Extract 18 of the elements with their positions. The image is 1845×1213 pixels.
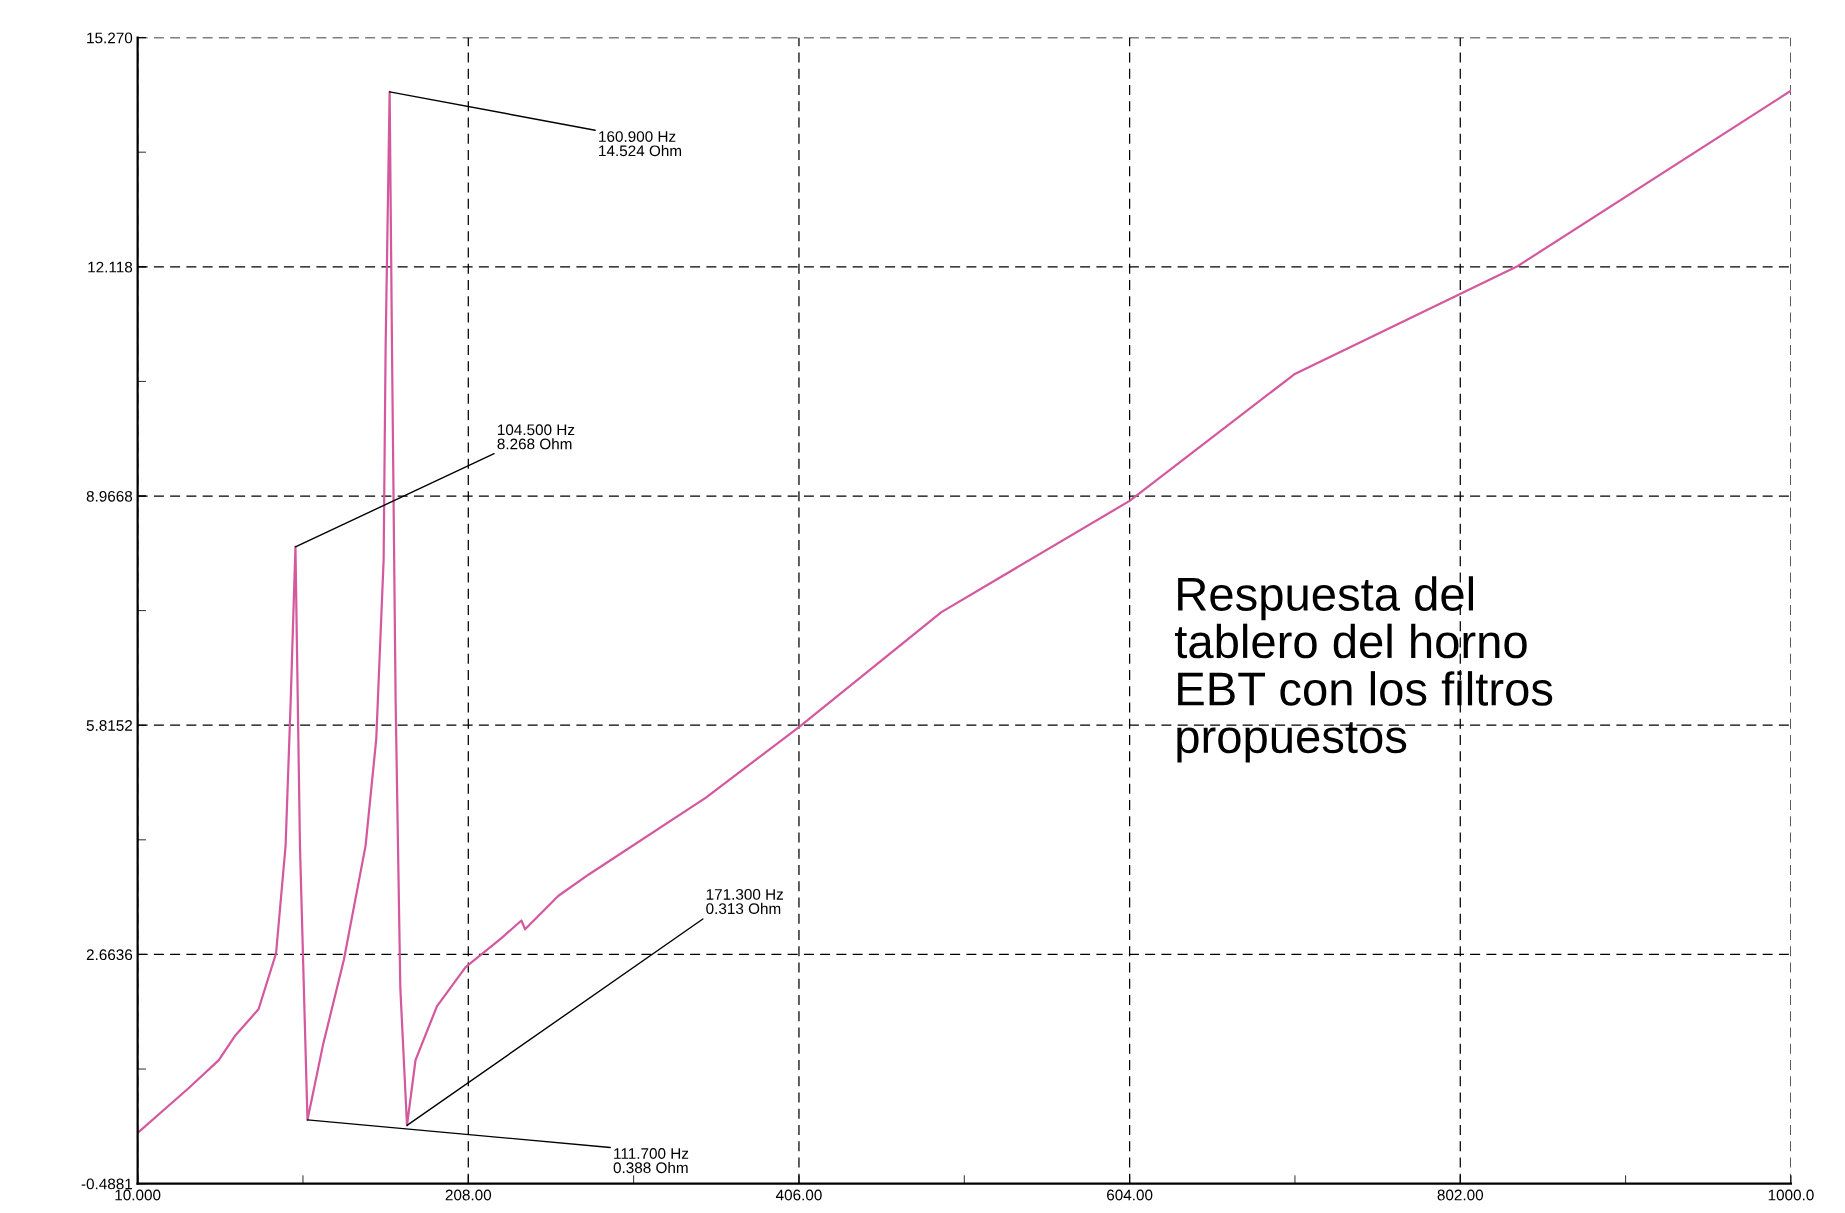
x-tick-label: 802.00: [1437, 1189, 1484, 1201]
annotation: Respuesta del tablero del horno EBT con los filtros propuestos: [1174, 576, 1553, 763]
y-tick-label: -0.4881: [81, 1178, 133, 1190]
line-series: [137, 89, 1791, 1134]
y-tick-label: 12.118: [88, 261, 133, 273]
y-tick-label: 15.270: [87, 32, 133, 44]
annotation: 160.900 Hz 14.524 Ohm: [599, 131, 682, 157]
y-tick-label: 8.9668: [86, 490, 133, 502]
annotation: 111.700 Hz 0.388 Ohm: [613, 1148, 689, 1174]
x-tick-label: 1000.0: [1768, 1189, 1814, 1201]
annotation: 104.500 Hz 8.268 Ohm: [497, 424, 575, 450]
y-tick-label: 5.8152: [86, 720, 133, 731]
x-tick-label: 10.000: [115, 1189, 161, 1201]
y-tick-label: 2.6636: [86, 949, 133, 961]
x-tick-label: 406.00: [775, 1189, 822, 1201]
x-tick-label: 208.00: [445, 1189, 492, 1201]
annotation: 171.300 Hz 0.313 Ohm: [706, 888, 783, 915]
x-tick-label: 604.00: [1107, 1189, 1153, 1201]
